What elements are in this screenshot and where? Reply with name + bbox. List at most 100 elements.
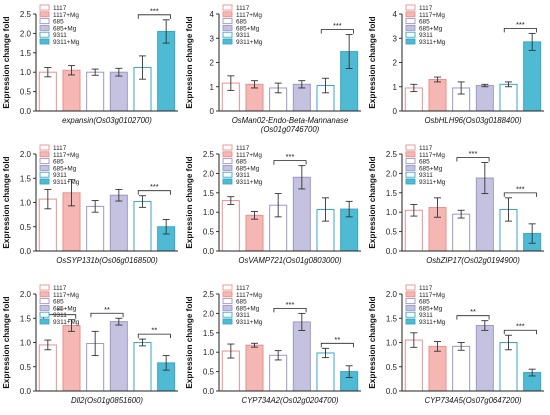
bar	[109, 71, 128, 112]
legend-entry: 1117	[53, 285, 67, 292]
y-tick-label: 1.5	[386, 314, 398, 323]
y-tick-label: 0.0	[203, 247, 215, 256]
bar	[475, 85, 494, 112]
bar	[86, 71, 105, 112]
x-axis-label: OsMan02-Endo-Beta-Mannanase	[232, 116, 349, 125]
y-tick-label: 1.0	[203, 348, 215, 357]
legend-swatch	[222, 38, 233, 45]
legend-swatch	[222, 18, 233, 25]
legend-entry: 9311	[53, 172, 67, 179]
legend-entry: 685+Mg	[236, 25, 260, 32]
legend-entry: 1117+Mg	[236, 152, 262, 159]
significance-bracket	[456, 315, 490, 320]
bar	[452, 345, 471, 392]
legend-entry: 9311	[236, 312, 250, 319]
y-tick-label: 1.5	[203, 329, 215, 338]
legend-swatch	[405, 4, 416, 11]
legend-entry: 685	[419, 299, 430, 306]
legend-entry: 9311	[419, 172, 433, 179]
y-tick-label: 3	[393, 34, 398, 43]
bar	[109, 321, 128, 392]
legend-swatch	[222, 298, 233, 305]
legend-entry: 9311+Mg	[53, 179, 80, 186]
legend-entry: 1117	[53, 5, 67, 12]
significance-bracket	[273, 308, 307, 313]
significance-label: ***	[469, 149, 478, 158]
y-tick-label: 1.5	[20, 314, 32, 323]
legend-swatch	[405, 171, 416, 178]
significance-label: ***	[333, 21, 342, 30]
y-tick-label: 0.0	[20, 107, 32, 116]
legend-swatch	[222, 318, 233, 325]
legend-entry: 9311+Mg	[419, 39, 446, 46]
significance-bracket	[503, 192, 537, 197]
bar	[245, 214, 264, 252]
y-tick-label: 0	[210, 107, 215, 116]
legend-entry: 1117	[236, 5, 250, 12]
legend-entry: 9311	[53, 32, 67, 39]
legend-swatch	[405, 178, 416, 185]
legend-swatch	[405, 38, 416, 45]
bar	[475, 325, 494, 392]
bar	[62, 69, 81, 112]
legend-entry: 685+Mg	[236, 165, 260, 172]
legend-entry: 685	[419, 19, 430, 26]
x-axis-label: OsbZIP17(Os02g0194900)	[426, 256, 520, 265]
y-tick-label: 1.5	[20, 174, 32, 183]
y-tick-label: 0.5	[386, 228, 398, 237]
legend-entry: 9311	[419, 312, 433, 319]
legend-entry: 685	[53, 299, 64, 306]
legend-swatch	[39, 158, 50, 165]
legend-entry: 1117	[236, 285, 250, 292]
legend-swatch	[39, 4, 50, 11]
legend-swatch	[39, 304, 50, 311]
y-tick-label: 2.0	[20, 290, 32, 299]
legend-swatch	[222, 158, 233, 165]
y-tick-label: 1.5	[20, 49, 32, 58]
significance-bracket	[456, 157, 490, 162]
legend-swatch	[39, 31, 50, 38]
x-axis-label: OsVAMP721(Os01g0803000)	[238, 256, 342, 265]
legend-entry: 685	[419, 159, 430, 166]
y-tick-label: 1.0	[203, 208, 215, 217]
y-axis-label: Expression change fold	[368, 16, 377, 108]
y-tick-label: 0.5	[20, 88, 32, 97]
legend-entry: 1117+Mg	[53, 292, 79, 299]
bar	[133, 342, 152, 392]
legend-swatch	[405, 144, 416, 151]
y-axis-label: Expression change fold	[185, 16, 194, 108]
legend-entry: 1117+Mg	[236, 292, 262, 299]
legend-entry: 685+Mg	[419, 25, 443, 32]
significance-label: ***	[150, 6, 159, 15]
legend-entry: 685+Mg	[236, 305, 260, 312]
legend-entry: 1117	[419, 285, 433, 292]
legend-entry: 685	[236, 159, 247, 166]
significance-bracket	[137, 190, 171, 195]
y-tick-label: 0.0	[203, 387, 215, 396]
y-axis-label: Expression change fold	[368, 156, 377, 248]
legend-swatch	[405, 284, 416, 291]
legend-swatch	[222, 171, 233, 178]
y-tick-label: 2.0	[20, 150, 32, 159]
legend-swatch	[405, 18, 416, 25]
chart-panel: Expression change fold 0.0 0.5 1.0 1.5 2.0 2.5…	[368, 144, 544, 265]
significance-label: ***	[516, 20, 525, 29]
y-tick-label: 2.0	[20, 29, 32, 38]
y-axis-label: Expression change fold	[2, 156, 11, 248]
legend-entry: 1117+Mg	[419, 292, 445, 299]
legend-entry: 9311	[236, 32, 250, 39]
bar	[38, 344, 57, 392]
bar	[428, 78, 447, 112]
legend-entry: 1117+Mg	[419, 152, 445, 159]
legend-entry: 9311+Mg	[53, 319, 80, 326]
legend-swatch	[39, 38, 50, 45]
y-axis-label: Expression change fold	[185, 156, 194, 248]
legend-swatch	[222, 178, 233, 185]
chart-panel: Expression change fold 0.0 0.5 1.0 1.5 2.0 2.5…	[185, 284, 361, 405]
legend-entry: 1117	[419, 5, 433, 12]
legend-entry: 685	[53, 159, 64, 166]
legend-entry: 685+Mg	[419, 165, 443, 172]
legend-swatch	[405, 11, 416, 18]
legend-swatch	[405, 311, 416, 318]
